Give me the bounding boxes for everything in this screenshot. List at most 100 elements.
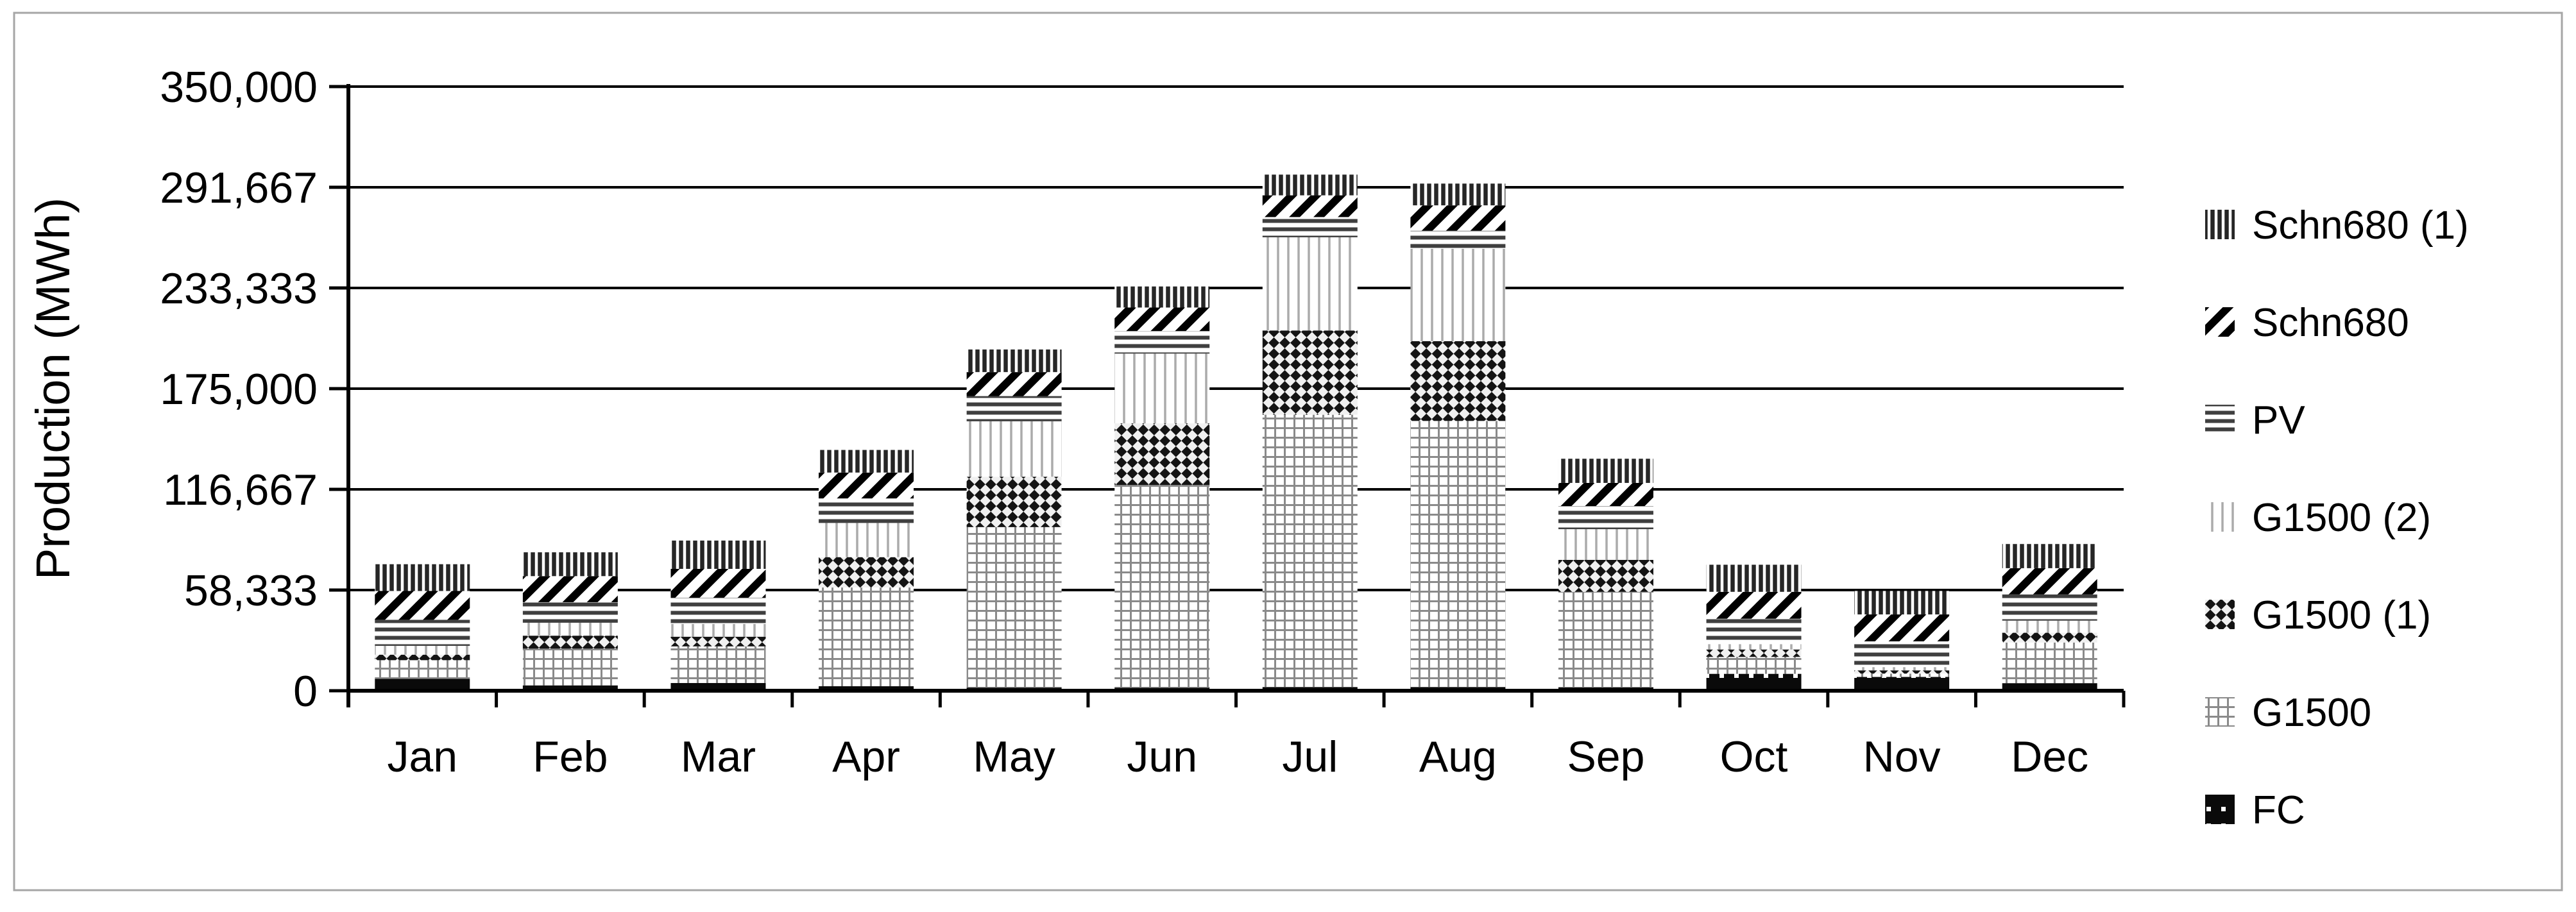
bar-segment-nov-schn680[interactable] [1854,614,1950,642]
legend-item-g1500[interactable]: G1500 [2205,691,2371,735]
bar-segment-oct-g15002[interactable] [1706,644,1802,650]
legend-marker [2205,795,2235,824]
bar-segment-feb-fc[interactable] [522,685,618,691]
bar-segment-jul-pv[interactable] [1262,217,1358,237]
frame-border [13,12,2563,891]
bar-segment-sep-schn680[interactable] [1558,482,1653,507]
bar-segment-feb-pv[interactable] [522,602,618,623]
bar-segment-feb-schn6801[interactable] [522,552,618,577]
bar-segment-oct-schn6801[interactable] [1706,564,1802,592]
bar-segment-nov-pv[interactable] [1854,641,1950,668]
bar-segment-mar-fc[interactable] [670,682,766,691]
bar-segment-jun-schn6801[interactable] [1114,286,1210,308]
bar-segment-oct-schn680[interactable] [1706,591,1802,619]
bar-segment-aug-schn6801[interactable] [1410,183,1506,206]
bar-segment-feb-g15001[interactable] [522,636,618,649]
bar-segment-may-schn6801[interactable] [966,349,1062,373]
bar-segment-jun-g15001[interactable] [1114,423,1210,486]
legend-item-schn6801[interactable]: Schn680 (1) [2205,203,2469,248]
bar-segment-sep-pv[interactable] [1558,506,1653,530]
bar-segment-nov-fc[interactable] [1854,677,1950,691]
bar-segment-oct-g15001[interactable] [1706,649,1802,657]
bar-segment-oct-g1500[interactable] [1706,657,1802,674]
x-tick-label-nov: Nov [1863,732,1941,781]
bar-segment-dec-g15001[interactable] [2002,632,2097,643]
bar-segment-jan-g1500[interactable] [375,660,470,679]
bar-segment-jan-fc[interactable] [375,679,470,691]
bar-segment-oct-pv[interactable] [1706,618,1802,645]
legend-item-pv[interactable]: PV [2205,398,2305,443]
bar-segment-jun-g15002[interactable] [1114,353,1210,424]
bar-segment-dec-fc[interactable] [2002,683,2097,691]
bar-segment-aug-g1500[interactable] [1410,421,1506,688]
x-tick-label-feb: Feb [533,732,608,781]
bar-segment-aug-schn680[interactable] [1410,205,1506,231]
bar-segment-jun-pv[interactable] [1114,331,1210,354]
bar-segment-aug-g15002[interactable] [1410,248,1506,341]
bar-segment-mar-g15001[interactable] [670,636,766,646]
legend-label: G1500 (2) [2252,496,2431,540]
legend[interactable]: Schn680 (1) Schn680 PV G1500 (2) G1500 (1) G1… [2205,203,2469,832]
bar-segment-apr-g15001[interactable] [819,557,914,588]
legend-item-schn680[interactable]: Schn680 [2205,301,2409,345]
bar-segment-may-pv[interactable] [966,396,1062,421]
y-tick-label: 233,333 [160,264,318,313]
bar-segment-jul-g15001[interactable] [1262,330,1358,415]
bar-segment-jan-schn6801[interactable] [375,564,470,591]
bars[interactable] [375,174,2097,691]
bar-segment-sep-g15002[interactable] [1558,529,1653,560]
bar-segment-may-schn680[interactable] [966,372,1062,396]
bar-segment-may-g1500[interactable] [966,527,1062,688]
bar-segment-mar-schn6801[interactable] [670,540,766,569]
legend-label: Schn680 (1) [2252,203,2469,248]
x-tick-label-oct: Oct [1720,732,1788,781]
bar-segment-apr-schn6801[interactable] [819,450,914,473]
bar-segment-nov-g1500[interactable] [1854,673,1950,677]
legend-marker [2205,697,2235,727]
bar-segment-sep-schn6801[interactable] [1558,459,1653,483]
bar-segment-jul-schn6801[interactable] [1262,174,1358,196]
legend-item-g15001[interactable]: G1500 (1) [2205,593,2431,638]
bar-segment-jan-schn680[interactable] [375,591,470,620]
bar-segment-jan-g15002[interactable] [375,646,470,655]
bar-segment-nov-schn6801[interactable] [1854,591,1950,615]
bar-segment-apr-g15002[interactable] [819,523,914,557]
legend-label: Schn680 [2252,301,2409,345]
bar-segment-nov-g15002[interactable] [1854,667,1950,671]
bar-segment-feb-schn680[interactable] [522,576,618,602]
bar-segment-nov-g15001[interactable] [1854,670,1950,674]
bar-segment-jul-g1500[interactable] [1262,414,1358,688]
bar-segment-dec-pv[interactable] [2002,594,2097,621]
bar-segment-jan-g15001[interactable] [375,654,470,661]
bar-segment-dec-schn680[interactable] [2002,568,2097,595]
legend-item-fc[interactable]: FC [2205,788,2305,832]
bar-segment-jan-pv[interactable] [375,620,470,646]
bar-segment-feb-g1500[interactable] [522,648,618,686]
bar-segment-oct-fc[interactable] [1706,673,1802,691]
bar-segment-may-g15001[interactable] [966,477,1062,527]
bar-segment-aug-g15001[interactable] [1410,341,1506,421]
bar-segment-mar-g1500[interactable] [670,646,766,683]
bar-segment-jul-schn680[interactable] [1262,195,1358,217]
bar-segment-dec-schn6801[interactable] [2002,544,2097,568]
legend-item-g15002[interactable]: G1500 (2) [2205,496,2431,540]
bar-segment-sep-g15001[interactable] [1558,559,1653,592]
bar-segment-feb-g15002[interactable] [522,622,618,636]
bar-segment-dec-g1500[interactable] [2002,642,2097,684]
bar-segment-mar-pv[interactable] [670,597,766,624]
bar-segment-jul-g15002[interactable] [1262,237,1358,331]
x-tick-label-jul: Jul [1282,732,1338,781]
bar-segment-apr-pv[interactable] [819,498,914,523]
bar-segment-aug-pv[interactable] [1410,230,1506,249]
bar-segment-dec-g15002[interactable] [2002,620,2097,633]
bar-segment-mar-schn680[interactable] [670,568,766,598]
bar-segment-sep-g1500[interactable] [1558,591,1653,688]
bar-segment-apr-g1500[interactable] [819,587,914,687]
bar-segment-apr-fc[interactable] [819,686,914,691]
bar-segment-jun-schn680[interactable] [1114,307,1210,332]
bar-segment-jun-g1500[interactable] [1114,485,1210,688]
bar-segment-mar-g15002[interactable] [670,623,766,637]
bar-segment-may-g15002[interactable] [966,421,1062,477]
bar-segment-apr-schn680[interactable] [819,472,914,499]
